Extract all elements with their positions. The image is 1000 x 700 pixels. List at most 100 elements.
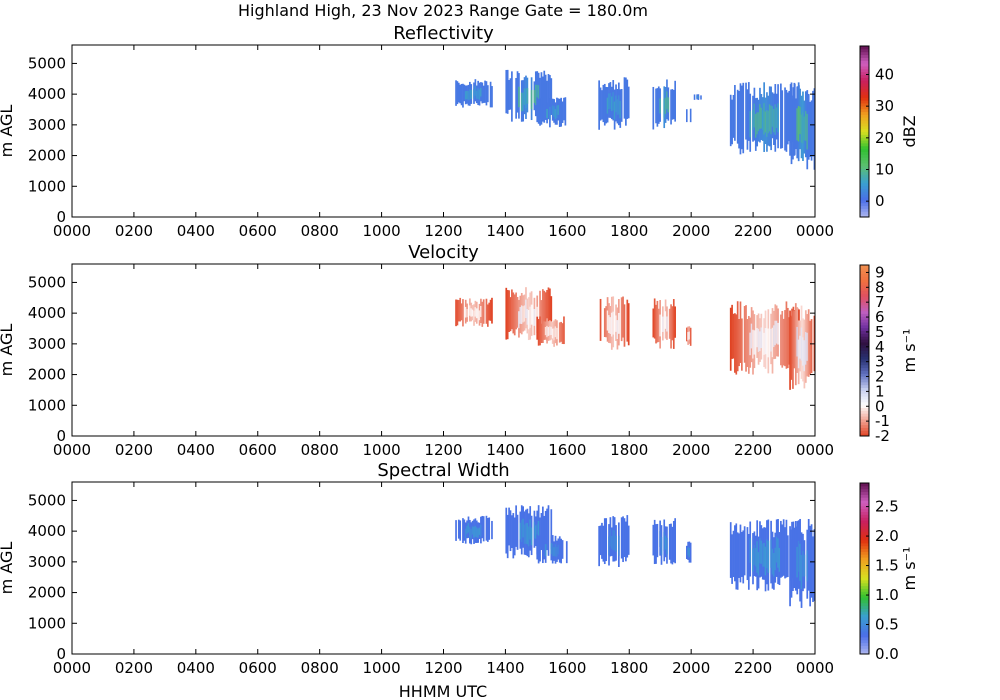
echo-column: [780, 520, 782, 578]
echo-core: [480, 87, 482, 97]
echo-column: [539, 77, 541, 118]
echo-column: [485, 298, 488, 324]
colorbar-segment: [860, 373, 869, 377]
echo-core: [474, 307, 477, 317]
echo-core: [467, 522, 470, 533]
echo-core: [613, 530, 616, 551]
echo-core: [806, 550, 809, 582]
echo-column: [511, 515, 513, 549]
echo-column: [460, 303, 463, 321]
echo-column: [540, 72, 543, 120]
echo-column: [689, 327, 692, 346]
colorbar-segment: [860, 597, 869, 601]
echo-column: [601, 90, 603, 120]
echo-column: [810, 100, 813, 161]
echo-column: [599, 525, 602, 556]
echo-core: [612, 311, 615, 335]
echo-column: [455, 80, 457, 106]
colorbar-segment: [860, 287, 869, 292]
echo-column: [674, 306, 676, 338]
echo-core: [466, 309, 468, 318]
echo-core: [469, 527, 471, 538]
x-tick-label: 0000: [53, 441, 91, 459]
x-tick-label: 0600: [239, 222, 277, 240]
colorbar-segment: [860, 199, 869, 204]
x-tick-label: 1200: [424, 441, 462, 459]
echo-column: [550, 509, 553, 550]
colorbar-segment: [860, 494, 869, 498]
panel-2: Spectral Width m AGL 0000 0200 0400 0600 0800 1…: [0, 460, 919, 677]
panel-1: Velocitym AGL000002000400060008001000120…: [0, 242, 919, 459]
colorbar-segment: [860, 313, 869, 317]
echo-column: [745, 305, 747, 372]
colorbar-tick-label: 8: [875, 278, 885, 296]
echo-column: [602, 525, 605, 562]
colorbar-segment: [860, 296, 869, 300]
colorbar-segment: [860, 359, 869, 363]
colorbar-segment: [860, 83, 869, 87]
echo-column: [622, 296, 624, 338]
echo-column: [550, 78, 553, 115]
colorbar-segment: [860, 214, 869, 218]
colorbar-segment: [860, 370, 869, 374]
echo-core: [764, 111, 767, 133]
echo-core: [697, 95, 700, 99]
echo-core: [796, 108, 799, 141]
echo-column: [457, 82, 460, 103]
colorbar-segment: [860, 407, 869, 411]
echo-column: [540, 323, 543, 344]
echo-1: [505, 505, 553, 559]
y-tick-label: 1000: [28, 177, 66, 195]
echo-core: [687, 547, 689, 556]
x-tick-label: 0000: [796, 441, 834, 459]
echo-column: [536, 534, 539, 560]
colorbar-label: m s⁻¹: [900, 329, 919, 373]
echo-column: [546, 289, 548, 341]
echo-column: [547, 74, 550, 120]
colorbar-tick-label: 6: [875, 308, 885, 326]
colorbar-segment: [860, 125, 869, 130]
echo-column: [542, 76, 544, 109]
echo-core: [557, 105, 560, 115]
echo-column: [506, 290, 509, 340]
echo-column: [794, 521, 797, 591]
echo-column: [565, 541, 568, 564]
echo-column: [539, 517, 541, 548]
echo-column: [544, 292, 547, 337]
colorbar-segment: [860, 71, 869, 75]
echo-core: [537, 85, 540, 104]
echo-column: [652, 308, 655, 338]
colorbar-segment: [860, 562, 869, 567]
echo-column: [603, 83, 606, 126]
echo-column: [603, 308, 606, 337]
colorbar-tick-label: 5: [875, 323, 885, 341]
echo-core: [522, 92, 525, 112]
echo-core: [750, 323, 753, 349]
colorbar-segment: [860, 194, 869, 198]
colorbar-segment: [860, 179, 869, 184]
echo-column: [459, 297, 462, 322]
echo-column: [485, 81, 488, 106]
colorbar-segment: [860, 57, 869, 61]
echo-column: [807, 93, 810, 160]
colorbar-segment: [860, 162, 869, 167]
echo-core: [522, 518, 525, 538]
colorbar-segment: [860, 347, 869, 351]
x-tick-label: 2000: [672, 441, 710, 459]
panel-0: Reflectivitym AGL00000200040006000800100…: [0, 23, 919, 240]
echo-column: [781, 90, 784, 149]
echo-column: [491, 520, 493, 540]
y-axis-label: m AGL: [0, 324, 16, 377]
y-tick-label: 4000: [28, 304, 66, 322]
x-tick-label: 0600: [239, 441, 277, 459]
echo-core: [527, 310, 530, 330]
echo-column: [537, 319, 540, 346]
echo-column: [550, 296, 553, 332]
echo-column: [547, 505, 550, 556]
x-tick-label: 2200: [734, 441, 772, 459]
echo-column: [657, 86, 660, 124]
echo-column: [813, 529, 816, 601]
colorbar-segment: [860, 353, 869, 357]
colorbar-frame: [859, 482, 870, 655]
colorbar-segment: [860, 636, 869, 641]
